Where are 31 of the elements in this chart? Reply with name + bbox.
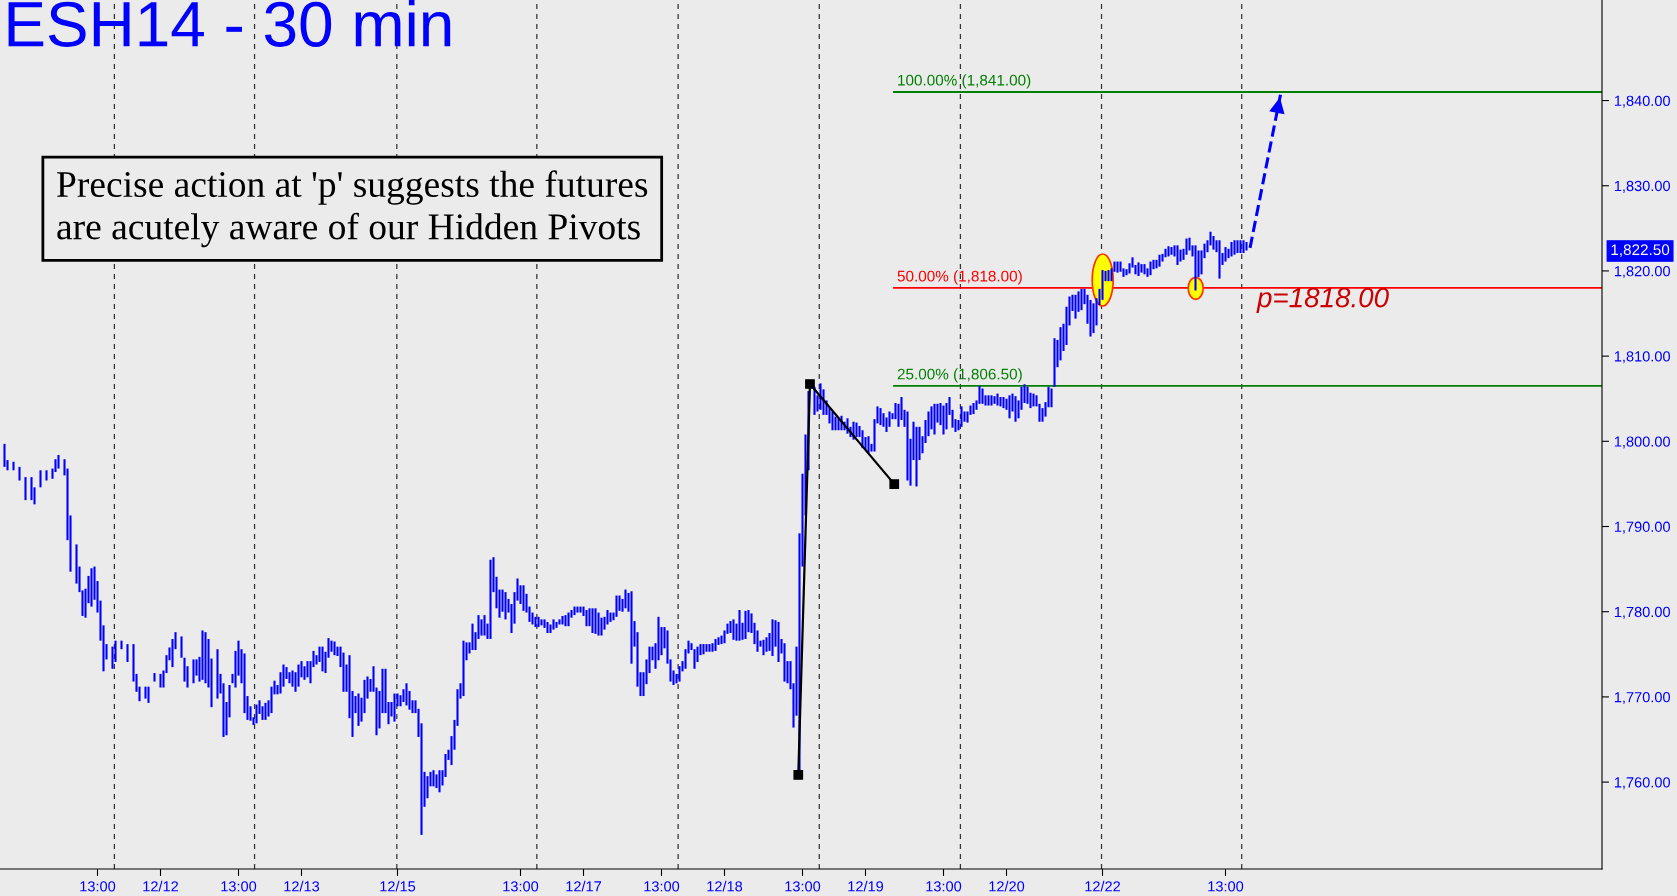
- ref-line-label: 50.00% (1,818.00): [897, 270, 1022, 285]
- y-tick-label: 1,780.00: [1614, 606, 1670, 619]
- x-tick-label: 12/17: [566, 880, 602, 892]
- x-tick-label: 12/22: [1085, 880, 1121, 892]
- y-tick-label: 1,770.00: [1614, 692, 1670, 705]
- y-tick-label: 1,830.00: [1614, 180, 1670, 193]
- x-tick-label: 12/20: [989, 880, 1025, 892]
- y-tick-label: 1,820.00: [1614, 266, 1670, 279]
- x-tick-label: 12/15: [380, 880, 416, 892]
- x-tick-label: 13:00: [785, 881, 821, 892]
- ref-line-label: 25.00% (1,806.50): [897, 368, 1022, 383]
- x-tick-label: 12/19: [848, 880, 884, 892]
- y-tick-label: 1,800.00: [1614, 436, 1670, 449]
- x-tick-label: 13:00: [926, 881, 962, 892]
- y-tick-label: 1,790.00: [1614, 521, 1670, 534]
- x-tick-label: 13:00: [503, 881, 539, 892]
- x-tick-label: 13:00: [644, 881, 680, 892]
- text: 1,822.50: [1611, 244, 1670, 257]
- y-tick-label: 1,810.00: [1614, 351, 1670, 364]
- annotation: Precise action at 'p' suggests the futures are acutely aware of our Hidden Pivots: [57, 170, 648, 248]
- x-tick-label: 12/18: [707, 880, 743, 892]
- y-tick-label: 1,840.00: [1614, 95, 1670, 108]
- x-tick-label: 13:00: [1208, 881, 1244, 892]
- chart-title: ESH14 - 30 min: [8, 0, 451, 47]
- annotation: p=1818.00: [1256, 287, 1389, 313]
- x-tick-label: 12/12: [143, 880, 179, 892]
- x-tick-label: 13:00: [221, 881, 257, 892]
- y-tick-label: 1,760.00: [1614, 777, 1670, 790]
- x-tick-label: 13:00: [80, 881, 116, 892]
- ref-line-label: 100.00% (1,841.00): [898, 74, 1031, 89]
- x-tick-label: 12/13: [284, 880, 320, 892]
